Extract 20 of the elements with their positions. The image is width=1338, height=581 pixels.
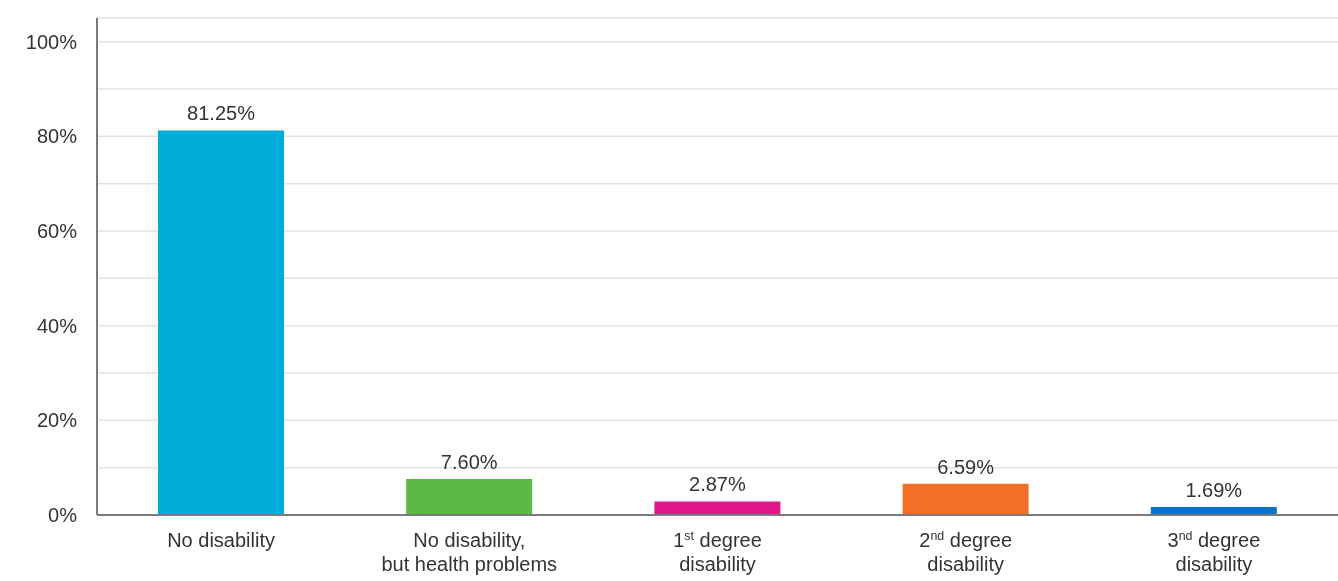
data-label: 6.59% — [937, 455, 995, 478]
x-tick-label: No disability, but health problems — [381, 529, 558, 575]
y-tick-label: 0% — [48, 504, 78, 526]
data-label: 7.60% — [440, 451, 498, 474]
y-tick-label: 20% — [36, 409, 78, 432]
x-tick-label: 3$^{nd}$ degree disability — [1167, 529, 1261, 575]
y-tick-label: 100% — [25, 30, 78, 53]
y-tick-label: 80% — [36, 125, 78, 148]
y-tick-label: 60% — [36, 220, 78, 242]
bar — [654, 501, 781, 515]
x-tick-label: No disability — [167, 529, 276, 551]
bar — [406, 479, 533, 515]
x-tick-label: 2$^{nd}$ degree disability — [919, 529, 1013, 575]
x-tick-label: 1$^{st}$ degree disability — [673, 529, 762, 575]
data-label: 81.25% — [187, 102, 256, 125]
bar — [158, 130, 284, 515]
data-label: 1.69% — [1185, 479, 1243, 501]
bar — [902, 483, 1029, 515]
data-label: 2.87% — [689, 473, 746, 496]
y-tick-label: 40% — [36, 314, 78, 337]
